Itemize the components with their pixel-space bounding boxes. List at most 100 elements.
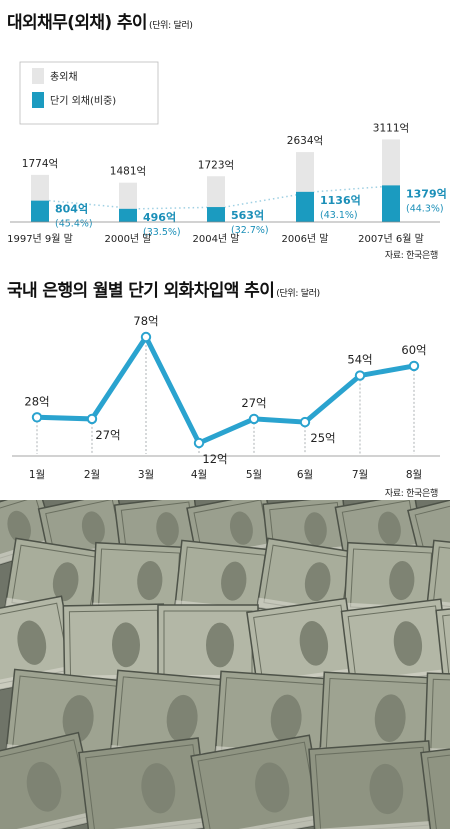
data-point <box>248 413 260 425</box>
total-debt-label: 2634억 <box>287 135 323 147</box>
data-point-label: 12억 <box>202 452 227 466</box>
category-label: 2000년 말 <box>104 233 151 245</box>
bill-portrait <box>206 622 234 668</box>
bill-portrait <box>369 763 404 815</box>
bill-portrait <box>141 763 176 814</box>
short-debt-label: 563억 <box>231 209 264 222</box>
short-debt-share: (43.1%) <box>320 210 358 221</box>
month-label: 6월 <box>297 469 313 481</box>
borrowing-chart-source: 자료: 한국은행 <box>384 489 438 499</box>
bill-portrait <box>52 562 79 602</box>
category-label: 2007년 6월 말 <box>358 233 424 245</box>
month-label: 5월 <box>246 469 262 481</box>
bill-portrait <box>270 694 302 743</box>
bill-portrait <box>166 694 198 743</box>
category-label: 2006년 말 <box>281 233 328 245</box>
legend-label-total: 총외채 <box>50 71 78 83</box>
bill-border <box>432 546 450 614</box>
stack-edge <box>88 817 210 829</box>
data-point-label: 25억 <box>310 431 335 445</box>
data-point <box>140 331 152 343</box>
data-point <box>31 412 43 423</box>
money-stack <box>425 539 450 621</box>
short-debt-share: (33.5%) <box>143 227 181 238</box>
borrowing-chart-title-text: 국내 은행의 월별 단기 외화차입액 추이 <box>7 281 275 301</box>
data-point <box>354 370 366 381</box>
debt-chart-title-text: 대외채무(외채) 추이 <box>7 13 148 33</box>
legend-box <box>19 61 159 125</box>
bill-portrait <box>156 512 179 546</box>
month-label: 3월 <box>138 469 154 481</box>
bill-portrait <box>221 561 247 601</box>
bill-portrait <box>137 560 163 601</box>
borrowing-series-line <box>36 332 415 447</box>
bill-portrait <box>304 512 327 546</box>
short-debt-label: 496억 <box>143 211 176 224</box>
bill-face <box>423 672 450 763</box>
month-label: 7월 <box>352 469 368 481</box>
bill-portrait <box>17 620 47 665</box>
bill-portrait <box>304 562 331 602</box>
month-label: 4월 <box>191 469 207 481</box>
data-point-label: 27억 <box>95 428 120 442</box>
data-point-label: 78억 <box>133 314 158 328</box>
data-point <box>299 416 311 428</box>
stack-edge <box>426 600 450 620</box>
data-point <box>193 437 205 449</box>
short-debt-share: (44.3%) <box>406 203 444 214</box>
bill-border <box>442 606 450 684</box>
legend-swatch-total <box>32 68 44 84</box>
bill-portrait <box>229 511 253 545</box>
stack-edge <box>314 820 435 829</box>
bill-portrait <box>255 762 290 813</box>
data-point-label: 28억 <box>24 394 49 408</box>
money-stack <box>308 740 436 829</box>
short-debt-share: (45.4%) <box>55 219 93 230</box>
bar-short-debt <box>207 207 225 222</box>
money-stack <box>435 599 450 691</box>
month-label: 2월 <box>84 469 100 481</box>
data-point <box>86 413 98 425</box>
money-stacks-photo <box>0 500 450 829</box>
total-debt-label: 1723억 <box>198 159 234 171</box>
bill-portrait <box>26 761 62 812</box>
debt-chart-unit: (단위: 달러) <box>148 21 193 31</box>
bill-portrait <box>374 694 406 742</box>
borrowing-line-chart: 28억 1월 27억 2월 78억 3월 12억 4월 27억 5월 25억 6월 54억 7월 60억 8월 <box>12 314 440 481</box>
data-point-label: 54억 <box>347 353 372 367</box>
debt-chart-source: 자료: 한국은행 <box>384 251 438 261</box>
borrowing-chart-unit: (단위: 달러) <box>276 289 320 299</box>
bill-border <box>430 678 450 757</box>
bill-portrait <box>389 560 415 601</box>
data-point-label: 27억 <box>241 396 266 410</box>
legend-label-short: 단기 외채(비중) <box>50 95 116 107</box>
bill-portrait <box>393 621 423 666</box>
category-label: 2004년 말 <box>192 233 239 245</box>
debt-chart-title: 대외채무(외채) 추이 (단위: 달러) <box>7 8 193 33</box>
bill-face <box>435 599 450 691</box>
money-stack <box>190 734 326 829</box>
bar-short-debt <box>119 208 137 222</box>
bill-portrait <box>378 511 401 545</box>
short-debt-label: 804억 <box>55 203 88 216</box>
total-debt-label: 3111억 <box>373 122 409 134</box>
bar-short-debt <box>382 185 400 222</box>
data-point <box>408 360 420 372</box>
total-debt-label: 1481억 <box>110 166 146 178</box>
short-debt-label: 1136억 <box>320 194 361 207</box>
total-debt-label: 1774억 <box>22 158 58 170</box>
short-debt-label: 1379억 <box>406 187 447 200</box>
short-debt-share: (32.7%) <box>231 225 269 236</box>
borrowing-chart-title: 국내 은행의 월별 단기 외화차입액 추이 (단위: 달러) <box>7 276 320 301</box>
bill-face <box>420 737 450 829</box>
category-label: 1997년 9월 말 <box>7 233 73 245</box>
money-stack <box>420 737 450 829</box>
bill-portrait <box>299 621 329 666</box>
legend-swatch-short <box>32 92 44 108</box>
bar-short-debt <box>31 200 49 222</box>
bill-portrait <box>81 511 105 545</box>
month-label: 1월 <box>29 469 45 481</box>
bill-border <box>427 744 450 829</box>
